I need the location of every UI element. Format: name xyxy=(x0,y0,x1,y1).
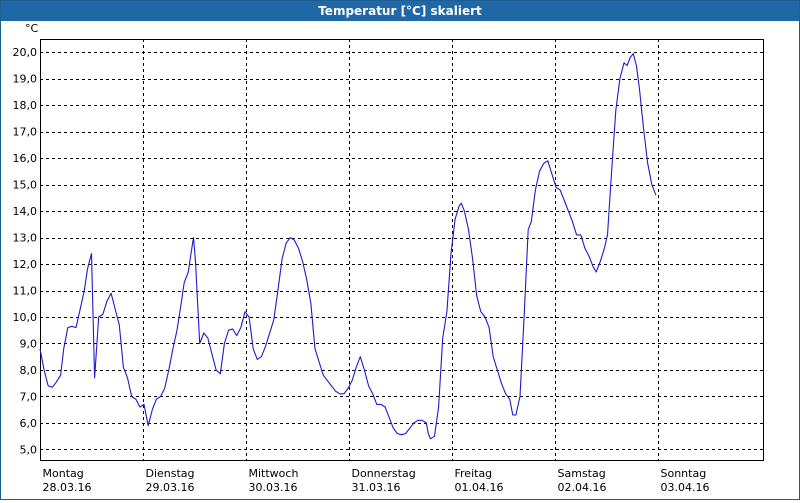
x-tick-day-label: Montag xyxy=(43,467,84,480)
y-tick-label: 6,0 xyxy=(20,417,38,430)
y-tick-label: 18,0 xyxy=(13,99,38,112)
x-tick-day-label: Dienstag xyxy=(146,467,195,480)
plot-frame xyxy=(40,39,764,461)
x-tick-date-label: 31.03.16 xyxy=(352,481,401,494)
y-tick-label: 17,0 xyxy=(13,126,38,139)
x-tick-date-label: 28.03.16 xyxy=(43,481,92,494)
y-tick-label: 8,0 xyxy=(20,364,38,377)
y-tick-label: 5,0 xyxy=(20,443,38,456)
y-tick-label: 10,0 xyxy=(13,311,38,324)
y-tick-label: 15,0 xyxy=(13,179,38,192)
y-tick-label: 11,0 xyxy=(13,285,38,298)
x-tick-date-label: 30.03.16 xyxy=(249,481,298,494)
y-tick-label: 16,0 xyxy=(13,152,38,165)
x-tick-date-label: 01.04.16 xyxy=(455,481,504,494)
x-tick-day-label: Freitag xyxy=(455,467,493,480)
y-axis-label: °C xyxy=(25,22,39,35)
y-tick-label: 19,0 xyxy=(13,73,38,86)
y-tick-label: 12,0 xyxy=(13,258,38,271)
x-tick-date-label: 02.04.16 xyxy=(558,481,607,494)
y-tick-label: 9,0 xyxy=(20,337,38,350)
y-tick-label: 20,0 xyxy=(13,46,38,59)
x-tick-date-label: 03.04.16 xyxy=(661,481,710,494)
window-title: Temperatur [°C] skaliert xyxy=(1,1,799,21)
x-tick-day-label: Donnerstag xyxy=(352,467,416,480)
x-tick-date-label: 29.03.16 xyxy=(146,481,195,494)
y-tick-label: 13,0 xyxy=(13,232,38,245)
chart-area: 5,0 6,0 7,0 8,0 9,0 10,0 11,0 12,0 13,0 14,0 15,0 1… xyxy=(1,21,799,499)
temperature-chart: 5,0 6,0 7,0 8,0 9,0 10,0 11,0 12,0 13,0 14,0 15,0 1… xyxy=(13,22,764,494)
y-tick-label: 14,0 xyxy=(13,205,38,218)
x-tick-day-label: Sonntag xyxy=(661,467,707,480)
temperature-series-line xyxy=(39,53,657,440)
x-tick-day-label: Samstag xyxy=(558,467,606,480)
y-tick-label: 7,0 xyxy=(20,390,38,403)
x-tick-day-label: Mittwoch xyxy=(249,467,299,480)
